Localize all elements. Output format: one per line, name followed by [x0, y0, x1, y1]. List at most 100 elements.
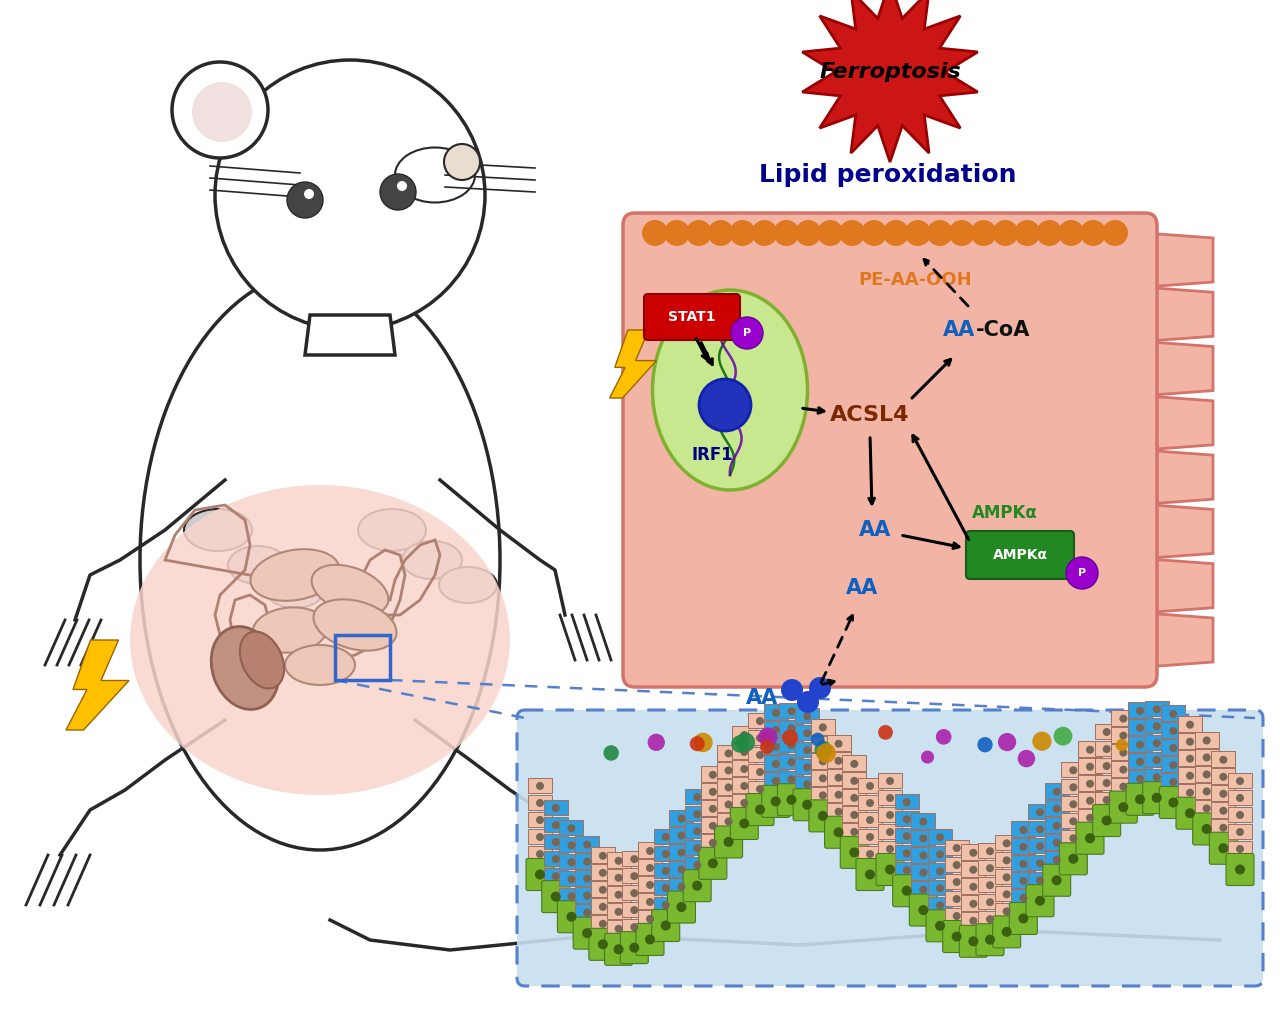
- Bar: [842, 772, 867, 788]
- Circle shape: [850, 760, 859, 768]
- Circle shape: [709, 838, 717, 847]
- Bar: [748, 763, 772, 780]
- Circle shape: [782, 730, 797, 746]
- Circle shape: [819, 792, 827, 800]
- Circle shape: [614, 891, 622, 899]
- Circle shape: [1085, 780, 1094, 788]
- Bar: [1144, 700, 1169, 717]
- Bar: [995, 903, 1019, 919]
- Bar: [858, 845, 882, 861]
- Bar: [1194, 749, 1219, 764]
- Bar: [637, 910, 662, 926]
- FancyBboxPatch shape: [667, 891, 695, 923]
- Circle shape: [1069, 854, 1078, 864]
- Circle shape: [952, 912, 961, 920]
- Bar: [1061, 813, 1085, 828]
- Bar: [732, 727, 756, 742]
- Circle shape: [648, 734, 664, 751]
- Circle shape: [867, 833, 874, 841]
- Circle shape: [724, 801, 732, 809]
- FancyBboxPatch shape: [589, 929, 617, 960]
- Circle shape: [1220, 790, 1228, 798]
- Bar: [911, 830, 936, 845]
- Circle shape: [803, 781, 812, 789]
- Circle shape: [1019, 877, 1028, 885]
- Bar: [1061, 830, 1085, 845]
- Bar: [978, 842, 1002, 859]
- FancyBboxPatch shape: [966, 531, 1074, 579]
- Circle shape: [677, 882, 685, 890]
- Circle shape: [952, 895, 961, 903]
- Circle shape: [724, 817, 732, 825]
- FancyBboxPatch shape: [1010, 902, 1037, 935]
- Circle shape: [708, 220, 733, 246]
- Bar: [827, 787, 851, 802]
- Circle shape: [969, 900, 978, 907]
- Bar: [1144, 735, 1169, 750]
- Circle shape: [850, 848, 859, 858]
- Circle shape: [1036, 825, 1044, 833]
- Circle shape: [731, 735, 749, 753]
- Circle shape: [1236, 794, 1244, 802]
- Bar: [637, 842, 662, 858]
- Bar: [654, 828, 677, 844]
- Circle shape: [1066, 557, 1098, 589]
- Text: AMPKα: AMPKα: [992, 548, 1047, 562]
- FancyBboxPatch shape: [824, 816, 852, 849]
- Circle shape: [1002, 873, 1011, 881]
- Bar: [895, 862, 919, 877]
- Bar: [1011, 856, 1036, 871]
- Bar: [1128, 770, 1152, 786]
- Bar: [544, 868, 568, 883]
- Bar: [1228, 823, 1252, 839]
- Bar: [1094, 774, 1119, 790]
- Circle shape: [444, 144, 480, 180]
- FancyBboxPatch shape: [1043, 864, 1070, 896]
- Circle shape: [646, 847, 654, 855]
- Circle shape: [1002, 839, 1011, 848]
- Circle shape: [630, 923, 639, 931]
- Circle shape: [740, 818, 749, 828]
- Bar: [961, 912, 986, 928]
- Circle shape: [1137, 741, 1144, 749]
- Bar: [1094, 724, 1119, 739]
- Circle shape: [1187, 771, 1194, 780]
- Circle shape: [1170, 727, 1178, 735]
- Circle shape: [740, 765, 749, 773]
- Circle shape: [884, 865, 895, 875]
- Bar: [669, 810, 694, 825]
- Bar: [1011, 873, 1036, 888]
- Circle shape: [1153, 756, 1161, 764]
- Bar: [1128, 736, 1152, 752]
- Bar: [810, 753, 835, 768]
- Circle shape: [772, 743, 780, 751]
- Circle shape: [1170, 777, 1178, 786]
- Circle shape: [694, 733, 713, 752]
- Circle shape: [1236, 777, 1244, 785]
- Circle shape: [676, 902, 686, 912]
- Bar: [1011, 838, 1036, 854]
- FancyBboxPatch shape: [714, 826, 742, 858]
- Bar: [591, 916, 614, 931]
- Bar: [1044, 852, 1069, 867]
- Bar: [764, 738, 787, 754]
- Circle shape: [878, 725, 893, 740]
- Bar: [654, 863, 677, 878]
- Bar: [685, 857, 709, 872]
- Circle shape: [803, 713, 812, 721]
- Circle shape: [630, 855, 639, 863]
- Circle shape: [694, 793, 701, 801]
- Circle shape: [902, 832, 910, 840]
- Ellipse shape: [239, 631, 284, 688]
- Circle shape: [886, 828, 893, 836]
- Circle shape: [865, 870, 876, 880]
- FancyBboxPatch shape: [993, 916, 1020, 948]
- Bar: [1061, 762, 1085, 777]
- Circle shape: [536, 782, 544, 790]
- Circle shape: [662, 850, 669, 858]
- Circle shape: [772, 708, 780, 717]
- Circle shape: [1069, 766, 1078, 774]
- Circle shape: [819, 774, 827, 783]
- Bar: [780, 770, 804, 787]
- Circle shape: [397, 181, 407, 191]
